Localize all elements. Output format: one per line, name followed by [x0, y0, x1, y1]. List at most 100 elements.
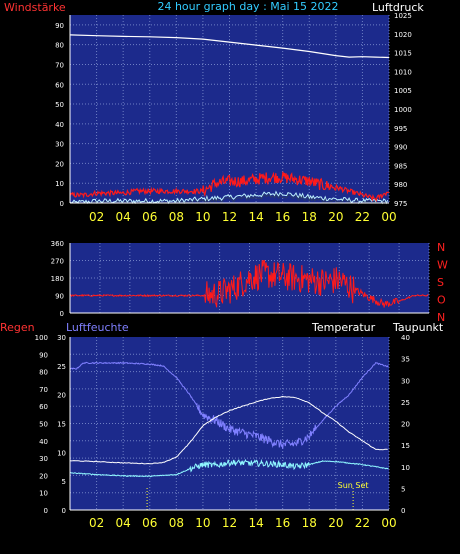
x-tick-label: 00	[381, 210, 396, 224]
pressure-tick-label: 1015	[394, 50, 412, 58]
wind-tick-label: 50	[55, 101, 64, 109]
direction-label: N	[437, 241, 445, 254]
humidity-tick-label: 10	[57, 449, 66, 457]
x-tick-label: 22	[355, 210, 370, 224]
wind-axis-title: Windstärke	[4, 1, 66, 14]
x-tick-label: 06	[142, 516, 157, 530]
humidity-tick-label: 25	[57, 363, 66, 371]
rain-tick-label: 70	[39, 386, 48, 394]
pressure-tick-label: 1020	[394, 31, 412, 39]
temperature-series-line	[69, 395, 388, 465]
x-tick-label: 18	[302, 210, 317, 224]
pressure-axis-title: Luftdruck	[372, 1, 424, 14]
panel3-axes: 0102030405060708090100051015202530051015…	[35, 334, 410, 530]
temperature-tick-label: 35	[401, 356, 410, 364]
rain-tick-label: 10	[39, 490, 48, 498]
pressure-tick-label: 985	[394, 162, 407, 170]
x-tick-label: 14	[248, 210, 263, 224]
wind-tick-label: 40	[55, 121, 64, 129]
direction-tick-label: 90	[55, 293, 64, 301]
direction-label: O	[437, 294, 446, 307]
direction-label: N	[437, 311, 445, 324]
temperature-tick-label: 25	[401, 399, 410, 407]
wind-tick-label: 80	[55, 42, 64, 50]
x-tick-label: 08	[169, 516, 184, 530]
wind-pressure-panel: 0102030405060708090975980985990995100010…	[55, 12, 412, 224]
direction-tick-label: 360	[51, 240, 64, 248]
x-tick-label: 14	[248, 516, 263, 530]
x-tick-label: 16	[275, 210, 290, 224]
humidity-tick-label: 0	[62, 507, 66, 515]
panel3-marks	[69, 361, 389, 510]
wind-tick-label: 30	[55, 141, 64, 149]
pressure-tick-label: 1025	[394, 12, 412, 20]
direction-tick-label: 270	[51, 258, 64, 266]
pressure-tick-label: 980	[394, 181, 407, 189]
humidity-temperature-panel: 0102030405060708090100051015202530051015…	[35, 334, 410, 530]
direction-tick-label: 180	[51, 275, 64, 283]
wind-tick-label: 20	[55, 160, 64, 168]
pressure-tick-label: 1000	[394, 106, 412, 114]
pressure-tick-label: 1005	[394, 87, 412, 95]
temperature-tick-label: 5	[401, 485, 405, 493]
x-tick-label: 22	[355, 516, 370, 530]
wind-tick-label: 0	[60, 200, 64, 208]
x-tick-label: 04	[116, 210, 131, 224]
rain-tick-label: 60	[39, 403, 48, 411]
x-tick-label: 02	[89, 210, 104, 224]
x-tick-label: 02	[89, 516, 104, 530]
rain-tick-label: 80	[39, 369, 48, 377]
direction-label: S	[437, 276, 444, 289]
humidity-tick-label: 30	[57, 334, 66, 342]
wind-direction-series-line	[69, 260, 429, 308]
rain-tick-label: 90	[39, 351, 48, 359]
pressure-tick-label: 995	[394, 125, 407, 133]
temperature-tick-label: 40	[401, 334, 410, 342]
rain-tick-label: 100	[35, 334, 48, 342]
panel2-marks	[69, 260, 429, 308]
x-tick-label: 12	[222, 516, 237, 530]
x-tick-label: 10	[195, 210, 210, 224]
x-tick-label: 00	[381, 516, 396, 530]
x-tick-label: 10	[195, 516, 210, 530]
panel3-grid	[70, 337, 390, 510]
temperature-tick-label: 30	[401, 377, 410, 385]
x-tick-label: 08	[169, 210, 184, 224]
x-tick-label: 06	[142, 210, 157, 224]
temperature-axis-title: Temperatur	[311, 321, 376, 334]
pressure-tick-label: 975	[394, 200, 407, 208]
pressure-series-line	[69, 34, 390, 59]
temperature-tick-label: 0	[401, 507, 405, 515]
temperature-tick-label: 15	[401, 442, 410, 450]
sunset-label: Sun Set	[338, 481, 369, 490]
direction-label: W	[437, 259, 448, 272]
x-tick-label: 18	[302, 516, 317, 530]
pressure-tick-label: 1010	[394, 68, 412, 76]
rain-axis-title: Regen	[0, 321, 35, 334]
wind-tick-label: 70	[55, 61, 64, 69]
rain-tick-label: 0	[44, 507, 48, 515]
humidity-axis-title: Luftfeuchte	[66, 321, 129, 334]
panel1-axes: 0102030405060708090975980985990995100010…	[55, 12, 412, 224]
humidity-series-line	[69, 361, 389, 449]
humidity-tick-label: 20	[57, 392, 66, 400]
wind-tick-label: 10	[55, 180, 64, 188]
rain-tick-label: 30	[39, 455, 48, 463]
x-tick-label: 20	[328, 210, 343, 224]
dewpoint-series-line	[69, 458, 389, 478]
x-tick-label: 16	[275, 516, 290, 530]
rain-tick-label: 50	[39, 421, 48, 429]
x-tick-label: 04	[116, 516, 131, 530]
wind-tick-label: 90	[55, 22, 64, 30]
wind-tick-label: 60	[55, 81, 64, 89]
temperature-tick-label: 20	[401, 421, 410, 429]
rain-tick-label: 20	[39, 472, 48, 480]
x-tick-label: 20	[328, 516, 343, 530]
gust-series-line	[69, 190, 389, 205]
rain-tick-label: 40	[39, 438, 48, 446]
x-tick-label: 12	[222, 210, 237, 224]
temperature-tick-label: 10	[401, 464, 410, 472]
